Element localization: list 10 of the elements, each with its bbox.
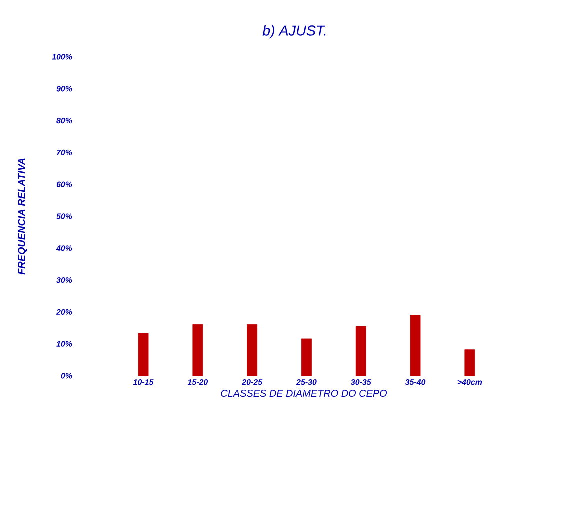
x-axis-title: CLASSES DE DIAMETRO DO CEPO [221, 390, 388, 398]
chart-title: b) AJUST. [262, 25, 326, 39]
bar [138, 333, 149, 376]
bar [302, 338, 312, 376]
bar [247, 324, 258, 376]
bar [192, 324, 204, 376]
y-axis-title: FREQUENCIA RELATIVA [18, 158, 28, 275]
bar [356, 326, 366, 376]
bar [464, 350, 476, 376]
bar [410, 315, 421, 376]
